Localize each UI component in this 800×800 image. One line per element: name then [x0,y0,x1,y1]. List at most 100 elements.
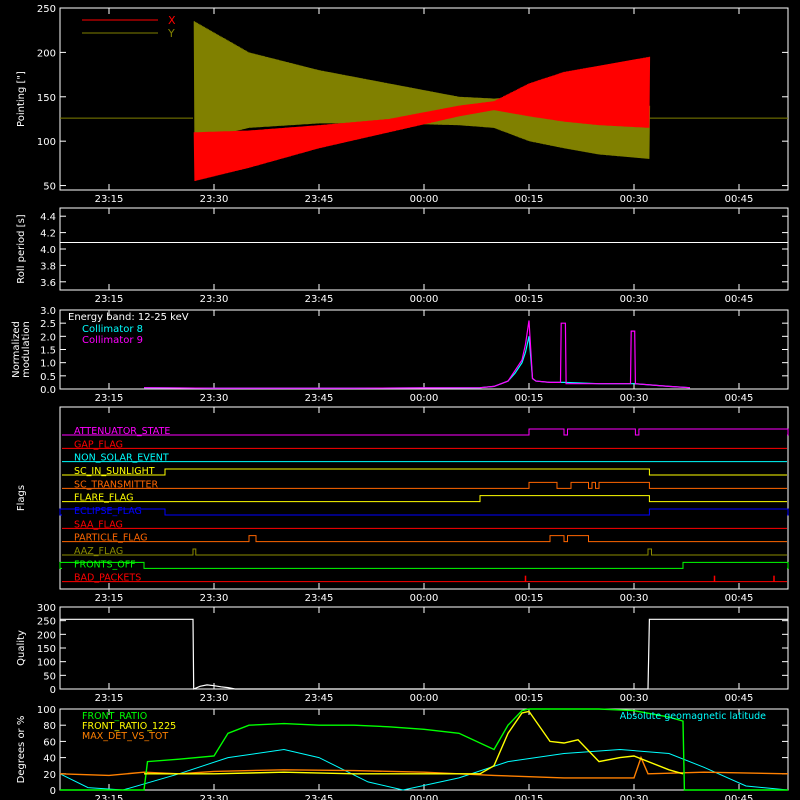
quality-x-tick-label: 00:45 [725,693,754,704]
modulation-series-collimator-9 [143,320,691,389]
flag-line [62,481,787,489]
roll_period-frame [59,207,789,291]
degrees-y-tick-label: 20 [43,770,56,781]
quality-x-tick-label: 23:15 [95,693,124,704]
quality-x-tick-label: 23:45 [305,693,334,704]
flag-label: SC_IN_SUNLIGHT [74,466,155,477]
pointing-y-tick-label: 250 [37,4,56,15]
degrees-y-tick-label: 40 [43,754,56,765]
modulation-y-tick-label: 0.0 [40,385,56,396]
pointing-y-tick-label: 200 [37,48,56,59]
quality-y-tick-label: 250 [37,617,56,628]
modulation-legend-label: Collimator 9 [82,335,143,346]
degrees-series-front-ratio [60,708,788,791]
quality-x-tick-label: 00:30 [620,693,649,704]
flags-x-tick-label: 00:00 [410,593,439,604]
pointing-y-tick-label: 100 [37,137,56,148]
roll_period-x-tick-label: 23:45 [305,294,334,305]
modulation-x-tick-label: 23:30 [200,393,229,404]
modulation-x-tick-label: 23:15 [95,393,124,404]
degrees-legend-label: FRONT_RATIO [82,711,147,722]
pointing-ylabel: Pointing ["] [16,71,27,127]
modulation-legend-title: Energy band: 12-25 keV [68,312,189,323]
modulation-y-tick-label: 2.0 [40,332,56,343]
roll_period-y-tick-label: 4.2 [40,229,56,240]
flags-x-tick-label: 23:15 [95,593,124,604]
modulation-x-tick-label: 23:45 [305,393,334,404]
pointing-x-tick-label: 00:30 [620,194,649,205]
degrees-panel: 23:15 23:30 23:45 00:00 00:15 00:30 00:45 0 20 40… [16,705,789,800]
flag-label: GAP_FLAG [74,439,123,450]
degrees-x-tick-label: 23:45 [305,794,334,800]
modulation-x-tick-label: 00:00 [410,393,439,404]
modulation-y-tick-label: 0.5 [40,372,56,383]
flags-x-tick-label: 00:30 [620,593,649,604]
modulation-legend-label: Collimator 8 [82,324,143,335]
degrees-legend-label: MAX_DET_VS_TOT [82,731,168,742]
degrees-x-tick-label: 23:30 [200,794,229,800]
pointing-x-tick-label: 23:45 [305,194,334,205]
degrees-y-tick-label: 0 [50,786,56,797]
quality-y-tick-label: 50 [43,671,56,682]
flag-line [62,468,787,476]
flag-line [62,428,789,436]
degrees-legend-label-latitude: Absolute geomagnetic latitude [620,711,766,722]
quality-series [60,618,788,690]
flag-label: FRONTS_OFF [74,559,136,570]
roll_period-y-tick-label: 3.6 [40,278,56,289]
roll_period-x-tick-label: 00:00 [410,294,439,305]
flags-panel: 23:15 23:30 23:45 00:00 00:15 00:30 00:45 Flags… [16,406,789,604]
quality-x-tick-label: 00:15 [515,693,544,704]
modulation-y-tick-label: 3.0 [40,306,56,317]
degrees-x-tick-label: 00:45 [725,794,754,800]
degrees-y-tick-label: 100 [37,705,56,716]
modulation-ylabel: Normalized [11,321,22,378]
pointing-x-tick-label: 00:00 [410,194,439,205]
degrees-x-tick-label: 00:00 [410,794,439,800]
modulation-panel: 23:15 23:30 23:45 00:00 00:15 00:30 00:45 0.0 0.… [11,306,789,404]
roll_period-x-tick-label: 00:15 [515,294,544,305]
flag-label: SC_TRANSMITTER [74,479,159,490]
degrees-y-tick-label: 60 [43,737,56,748]
roll_period-x-tick-label: 23:30 [200,294,229,305]
flags-x-tick-label: 23:45 [305,593,334,604]
quality-x-tick-label: 23:30 [200,693,229,704]
roll_period-x-tick-label: 00:45 [725,294,754,305]
quality-y-tick-label: 100 [37,658,56,669]
flag-label: FLARE_FLAG [74,493,134,504]
modulation-ylabel: modulation [21,321,32,378]
degrees-series-front-ratio-1225 [144,710,684,775]
degrees-ylabel: Degrees or % [16,716,27,784]
roll_period-panel: 23:15 23:30 23:45 00:00 00:15 00:30 00:45 3.6 3.… [16,207,789,305]
flag-label: ECLIPSE_FLAG [74,506,142,517]
flag-line [62,535,787,543]
flags-ylabel: Flags [16,485,27,511]
quality-y-tick-label: 300 [37,603,56,614]
pointing-panel: 23:15 23:30 23:45 00:00 00:15 00:30 00:45 50 100… [16,4,789,205]
quality-x-tick-label: 00:00 [410,693,439,704]
quality-y-tick-label: 0 [50,685,56,696]
flag-line [62,548,787,556]
roll_period-ylabel: Roll period [s] [16,214,27,283]
flag-line [59,508,789,516]
modulation-y-tick-label: 2.5 [40,319,56,330]
degrees-series-max-det-vs-tot [59,755,789,779]
degrees-y-tick-label: 80 [43,721,56,732]
pointing-x-tick-label: 23:30 [200,194,229,205]
pointing-x-tick-label: 00:45 [725,194,754,205]
quality-y-tick-label: 200 [37,630,56,641]
flag-label: ATTENUATOR_STATE [74,426,170,437]
modulation-x-tick-label: 00:15 [515,393,544,404]
roll_period-y-tick-label: 3.8 [40,261,56,272]
modulation-y-tick-label: 1.0 [40,359,56,370]
roll_period-y-tick-label: 4.0 [40,245,56,256]
degrees-x-tick-label: 23:15 [95,794,124,800]
roll_period-y-tick-label: 4.4 [40,212,56,223]
degrees-legend-label: FRONT_RATIO_1225 [82,721,176,732]
degrees-series-absolute-geomagnetic-latitude [59,748,789,791]
pointing-series-X [193,56,651,182]
flag-label: SAA_FLAG [74,519,123,530]
flag-label: NON_SOLAR_EVENT [74,453,169,464]
flags-x-tick-label: 00:15 [515,593,544,604]
modulation-x-tick-label: 00:45 [725,393,754,404]
